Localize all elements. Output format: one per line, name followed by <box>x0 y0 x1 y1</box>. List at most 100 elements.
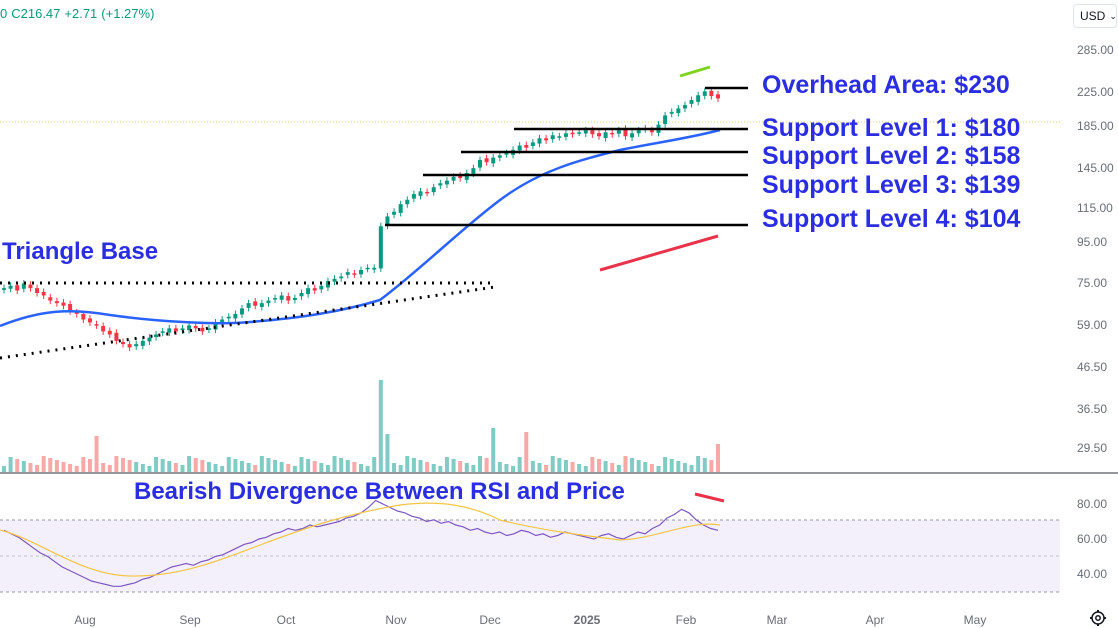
volume-bar <box>709 460 714 472</box>
volume-bar <box>524 432 529 472</box>
currency-selector[interactable]: USD ⌄ <box>1073 4 1117 28</box>
volume-bar <box>630 458 635 472</box>
volume-bar <box>656 466 661 472</box>
volume-bar <box>663 457 668 472</box>
candle-body <box>682 105 687 109</box>
overhead-label: Overhead Area: $230 <box>762 71 1010 99</box>
volume-bar <box>504 464 509 472</box>
candle-body <box>226 316 231 319</box>
candle-body <box>107 330 112 335</box>
candle-body <box>121 342 125 345</box>
volume-bar <box>259 456 264 472</box>
volume-bar <box>240 461 244 472</box>
candle-body <box>570 132 575 135</box>
support-4-label: Support Level 4: $104 <box>762 205 1021 233</box>
candle-body <box>577 132 582 134</box>
volume-bar <box>107 465 112 472</box>
settings-gear-icon[interactable] <box>1089 609 1107 627</box>
candle-body <box>709 90 714 97</box>
candle-body <box>94 324 99 326</box>
volume-bar <box>676 461 681 472</box>
volume-bar <box>312 461 317 472</box>
volume-bar <box>696 456 701 472</box>
time-label: Oct <box>277 613 296 627</box>
price-trend-line <box>679 65 711 78</box>
volume-bar <box>451 459 456 472</box>
candle-body <box>411 194 416 199</box>
volume-bar <box>154 457 159 472</box>
volume-bar <box>378 380 383 472</box>
candle-body <box>359 269 363 275</box>
rsi-tick-label: 80.00 <box>1077 497 1107 511</box>
candle-body <box>663 115 668 125</box>
candle-body <box>259 303 264 307</box>
change-value: +2.71 <box>64 6 98 21</box>
candle-body <box>127 344 132 348</box>
volume-bar <box>491 428 496 472</box>
volume-bar <box>398 465 403 472</box>
change-percent: (+1.27%) <box>101 6 155 21</box>
volume-bar <box>702 458 707 472</box>
volume-bar <box>623 456 628 472</box>
candle-body <box>147 337 152 342</box>
time-label: Sep <box>179 613 201 627</box>
volume-bar <box>597 459 601 472</box>
rsi-tick-label: 60.00 <box>1077 532 1107 546</box>
volume-bar <box>226 457 231 472</box>
rsi-tick-label: 40.00 <box>1077 567 1107 581</box>
price-tick-label: 285.00 <box>1077 43 1114 57</box>
volume-bar <box>557 458 562 472</box>
chevron-down-icon: ⌄ <box>1109 10 1117 21</box>
candle-layer <box>2 87 720 351</box>
candle-body <box>597 133 601 137</box>
candle-body <box>41 291 46 296</box>
volume-bar <box>405 456 410 472</box>
support-1-label: Support Level 1: $180 <box>762 114 1020 142</box>
candle-body <box>286 296 291 301</box>
price-tick-label: 75.00 <box>1077 276 1107 290</box>
candle-body <box>253 301 258 306</box>
candle-body <box>28 284 33 289</box>
support-2-label: Support Level 2: $158 <box>762 142 1021 170</box>
candle-body <box>15 285 20 291</box>
candle-body <box>140 340 145 346</box>
volume-bar <box>339 458 344 472</box>
candle-body <box>623 128 628 137</box>
volume-bar <box>484 458 489 472</box>
currency-label: USD <box>1080 9 1106 23</box>
candle-body <box>702 91 707 96</box>
volume-bar <box>87 459 92 472</box>
volume-bar <box>590 457 595 472</box>
candle-body <box>339 276 344 279</box>
volume-bar <box>577 464 582 472</box>
candle-body <box>398 204 403 213</box>
price-axis: 285.00 225.00 185.00 145.00 115.00 95.00 75.00… <box>1077 43 1114 455</box>
candle-body <box>392 211 397 215</box>
volume-bar <box>530 461 535 472</box>
volume-bar <box>471 465 476 472</box>
volume-bar <box>8 457 13 472</box>
volume-bar <box>418 460 423 472</box>
candle-body <box>491 157 496 164</box>
candle-body <box>458 175 463 179</box>
volume-bar <box>570 462 575 472</box>
volume-bar <box>497 462 502 472</box>
volume-bar <box>233 459 238 472</box>
candle-body <box>464 173 469 180</box>
rsi-ma-line <box>0 502 721 577</box>
price-tick-label: 29.50 <box>1077 441 1107 455</box>
volume-bar <box>206 462 211 472</box>
candle-body <box>352 273 357 275</box>
candle-body <box>385 216 390 226</box>
candle-body <box>273 297 278 300</box>
volume-bar <box>537 463 542 472</box>
candle-body <box>187 325 192 331</box>
volume-bar <box>544 465 549 472</box>
volume-bar <box>74 466 79 472</box>
time-label: Apr <box>866 613 885 627</box>
candle-body <box>8 285 13 289</box>
candle-body <box>240 308 244 315</box>
candle-body <box>484 158 489 163</box>
volume-bar <box>121 458 125 472</box>
